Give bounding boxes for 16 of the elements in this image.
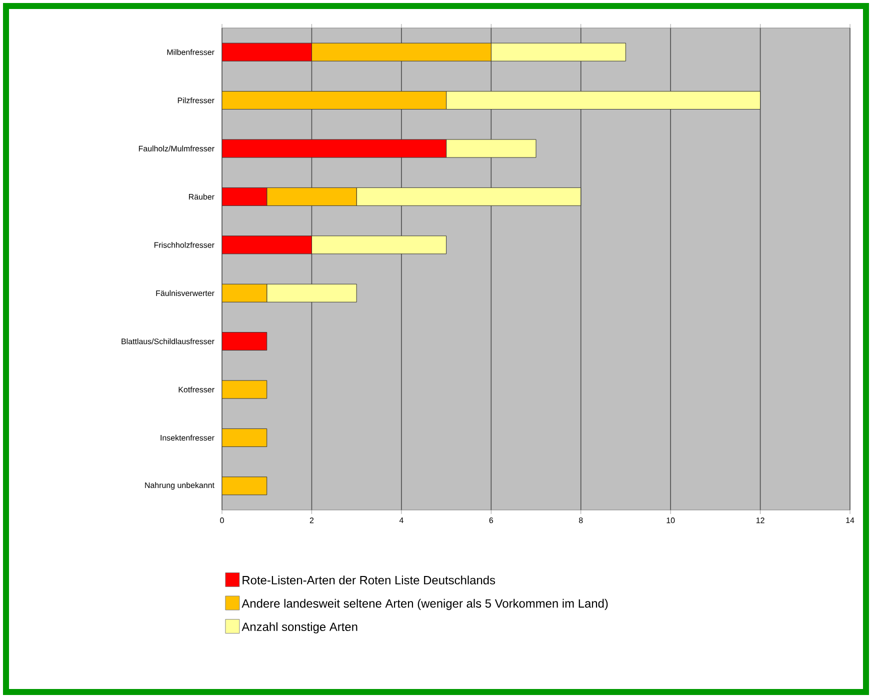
bar	[311, 42, 492, 62]
bar	[266, 187, 357, 206]
bar	[266, 284, 357, 302]
legend-label: Rote-Listen-Arten der Roten Liste Deutschlands	[242, 576, 496, 584]
bar	[222, 236, 312, 254]
bar	[222, 284, 268, 302]
legend-label: Anzahl sonstige Arten	[242, 622, 358, 634]
legend-label: Andere landesweit seltene Arten (weniger als 5 Vorkommen im Land)	[242, 598, 608, 610]
bar	[222, 187, 268, 206]
bar	[222, 91, 447, 110]
bar	[222, 332, 268, 351]
bar	[222, 476, 268, 496]
bar	[222, 42, 312, 62]
bar	[222, 428, 268, 447]
bar	[222, 139, 447, 158]
bar	[222, 380, 268, 399]
